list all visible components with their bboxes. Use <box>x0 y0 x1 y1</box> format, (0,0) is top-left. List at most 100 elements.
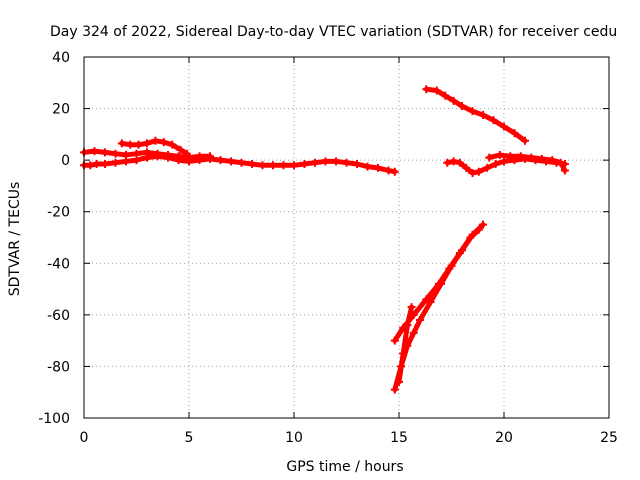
data-point-track-1 <box>92 160 101 169</box>
data-point-track-3 <box>168 140 177 149</box>
series-layer <box>80 85 569 394</box>
data-point-track-2 <box>206 152 214 161</box>
data-point-track-1 <box>332 157 340 166</box>
data-point-track-1 <box>300 160 309 169</box>
data-point-track-7 <box>416 316 424 325</box>
x-axis-label: GPS time / hours <box>286 459 403 475</box>
data-point-track-1 <box>390 167 399 176</box>
x-tick-label: 15 <box>390 430 408 446</box>
x-tick-label: 0 <box>80 430 89 446</box>
data-point-track-6 <box>548 156 557 165</box>
data-point-track-4 <box>449 96 458 105</box>
series-track-1 <box>81 153 398 175</box>
data-point-track-5 <box>491 160 500 169</box>
y-tick-label: -60 <box>47 308 70 324</box>
data-point-track-8 <box>445 264 454 273</box>
data-point-track-3 <box>182 149 191 158</box>
data-point-track-1 <box>321 157 330 166</box>
data-point-track-6 <box>537 154 546 163</box>
data-point-track-6 <box>485 153 494 162</box>
y-tick-label: -100 <box>38 411 70 427</box>
data-point-track-6 <box>495 150 504 159</box>
grid-lines <box>84 57 609 418</box>
series-track-4 <box>423 86 528 144</box>
data-point-track-1 <box>311 158 319 167</box>
data-point-track-1 <box>237 158 246 167</box>
data-point-track-1 <box>269 161 277 170</box>
data-point-track-5 <box>455 158 464 167</box>
data-point-track-1 <box>86 161 95 170</box>
data-point-track-9 <box>399 349 408 358</box>
data-point-track-2 <box>143 148 151 157</box>
data-point-track-4 <box>458 101 466 110</box>
data-point-track-1 <box>363 162 372 171</box>
data-point-track-1 <box>374 163 382 172</box>
data-point-track-3 <box>159 138 168 147</box>
data-point-track-2 <box>90 147 99 156</box>
data-point-track-7 <box>390 385 399 394</box>
data-point-track-2 <box>101 148 109 157</box>
data-point-track-8 <box>390 336 399 345</box>
data-point-track-1 <box>111 158 120 167</box>
chart-title: Day 324 of 2022, Sidereal Day-to-day VTE… <box>50 24 617 40</box>
data-point-track-1 <box>101 160 109 169</box>
x-tick-label: 5 <box>185 430 194 446</box>
data-point-track-3 <box>134 140 143 149</box>
plot-frame <box>83 56 610 419</box>
data-point-track-5 <box>449 157 458 166</box>
data-point-track-3 <box>126 140 135 149</box>
data-point-track-5 <box>500 157 508 166</box>
data-point-track-9 <box>407 303 416 312</box>
data-point-track-8 <box>434 279 443 288</box>
data-point-track-9 <box>395 377 403 386</box>
data-point-track-5 <box>443 158 452 167</box>
data-point-track-4 <box>441 91 450 100</box>
data-point-track-5 <box>468 169 477 178</box>
data-point-track-2 <box>111 149 120 158</box>
data-point-track-4 <box>432 86 441 95</box>
data-point-track-1 <box>384 166 393 175</box>
data-point-track-6 <box>516 152 525 161</box>
data-point-track-4 <box>422 85 431 94</box>
data-point-track-3 <box>117 139 126 148</box>
data-point-track-4 <box>479 111 487 120</box>
data-point-track-1 <box>353 160 361 169</box>
data-point-track-3 <box>176 145 185 154</box>
data-point-track-5 <box>474 167 483 176</box>
data-point-track-4 <box>510 129 519 138</box>
data-point-track-2 <box>195 152 204 161</box>
data-point-track-2 <box>164 150 172 159</box>
data-point-track-4 <box>521 136 529 145</box>
data-point-track-8 <box>455 248 464 257</box>
data-point-track-3 <box>151 136 160 145</box>
x-tick-label: 25 <box>600 430 618 446</box>
data-point-track-8 <box>422 295 431 304</box>
series-track-9 <box>396 304 415 385</box>
data-point-track-1 <box>248 160 256 169</box>
data-point-track-1 <box>342 158 351 167</box>
data-point-track-3 <box>143 139 151 148</box>
data-point-track-1 <box>279 161 288 170</box>
x-tick-label: 20 <box>495 430 513 446</box>
data-point-track-6 <box>556 158 565 167</box>
y-tick-label: -20 <box>47 205 70 221</box>
data-point-track-1 <box>258 161 267 170</box>
x-tick-label: 10 <box>285 430 303 446</box>
data-point-track-5 <box>462 163 471 172</box>
data-point-track-7 <box>426 297 435 306</box>
data-point-track-6 <box>527 153 536 162</box>
data-point-track-9 <box>403 321 412 330</box>
data-point-track-2 <box>132 149 141 158</box>
data-point-track-1 <box>227 157 235 166</box>
data-point-track-6 <box>560 166 569 175</box>
data-point-track-5 <box>483 163 492 172</box>
data-point-track-8 <box>466 233 475 242</box>
data-point-track-6 <box>506 152 515 161</box>
y-tick-label: -40 <box>47 256 70 272</box>
data-point-track-4 <box>489 116 498 125</box>
data-point-track-4 <box>468 107 477 116</box>
data-point-track-7 <box>409 328 418 337</box>
data-point-track-2 <box>122 150 130 159</box>
data-point-track-2 <box>174 152 183 161</box>
